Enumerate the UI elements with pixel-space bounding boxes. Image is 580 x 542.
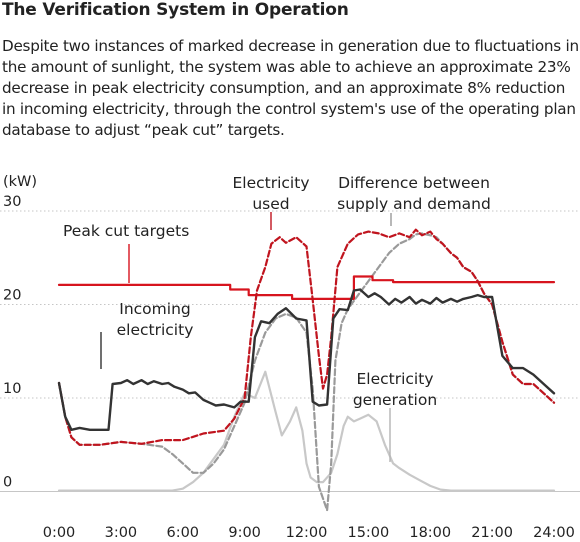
incoming-series-label: Incoming electricity	[117, 300, 194, 339]
chart-ticks: 0 10 20 30 (kW) 0:00 3:00 6:00 9:00 12:00 15:00 18:…	[3, 174, 575, 541]
x-tick-label: 21:00	[471, 525, 513, 541]
y-tick-label: 10	[3, 381, 21, 397]
x-tick-label: 0:00	[43, 525, 76, 541]
y-tick-label: 0	[3, 475, 12, 491]
x-tick-label: 24:00	[533, 525, 575, 541]
chart-title: The Verification System in Operation	[2, 0, 349, 20]
x-tick-label: 6:00	[166, 525, 199, 541]
x-tick-label: 3:00	[105, 525, 138, 541]
difference-series-label-line: supply and demand	[337, 195, 491, 213]
x-tick-label: 12:00	[286, 525, 328, 541]
used-series-label-line: Electricity	[233, 174, 310, 192]
chart-series	[57, 228, 556, 512]
used-series-line	[57, 228, 556, 446]
difference-series-line	[57, 232, 556, 512]
incoming-series-label-line: Incoming	[119, 300, 190, 318]
peak-series-line	[57, 275, 556, 300]
difference-series-label: Difference between supply and demand	[337, 174, 491, 213]
generation-series-line	[57, 370, 556, 492]
generation-series-label-line: generation	[353, 391, 437, 409]
difference-series-label-line: Difference between	[338, 174, 490, 192]
y-axis-unit: (kW)	[3, 174, 37, 190]
generation-series-label: Electricity generation	[353, 370, 437, 409]
incoming-series-line	[57, 288, 556, 431]
y-tick-label: 20	[3, 288, 21, 304]
chart-description: Despite two instances of marked decrease…	[2, 37, 579, 139]
peak-series-label-line: Peak cut targets	[63, 222, 189, 240]
incoming-series-label-line: electricity	[117, 321, 194, 339]
generation-series-label-line: Electricity	[357, 370, 434, 388]
used-series-label-line: used	[252, 195, 289, 213]
peak-series-label: Peak cut targets	[63, 222, 189, 240]
chart-grid	[0, 210, 580, 492]
x-tick-label: 15:00	[347, 525, 389, 541]
x-tick-label: 9:00	[228, 525, 261, 541]
chart-annotations: Peak cut targets Incoming electricity Elect…	[63, 174, 491, 462]
used-series-label: Electricity used	[233, 174, 310, 213]
y-tick-label: 30	[3, 194, 21, 210]
x-tick-label: 18:00	[409, 525, 451, 541]
